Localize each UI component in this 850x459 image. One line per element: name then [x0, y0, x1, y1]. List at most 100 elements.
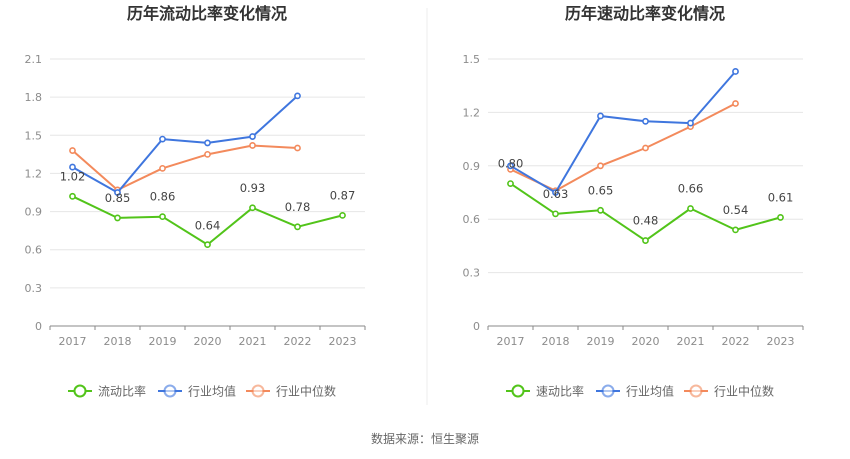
series-2-point	[249, 133, 256, 140]
x-tick-label: 2020	[194, 335, 222, 348]
chart-title: 历年流动比率变化情况	[127, 4, 287, 23]
legend-marker	[601, 384, 615, 398]
series-1-point	[552, 210, 559, 218]
y-tick-label: 1.5	[25, 129, 43, 142]
series-1-point	[507, 180, 514, 187]
data-label: 0.64	[195, 219, 221, 233]
legend-label: 行业均值	[626, 384, 674, 399]
series-line-3	[510, 102, 736, 192]
series-1-point	[294, 223, 301, 231]
legend-item-2[interactable]: 行业均值	[596, 384, 674, 399]
series-1-point	[69, 192, 76, 200]
series-1-point	[777, 214, 784, 221]
legend-marker	[163, 384, 177, 398]
legend-label: 行业中位数	[714, 384, 774, 399]
series-1-point	[114, 214, 121, 222]
legend-item-1[interactable]: 速动比率	[506, 384, 584, 399]
y-tick-label: 2.1	[25, 53, 43, 66]
x-tick-label: 2017	[497, 335, 525, 348]
y-tick-label: 0.6	[463, 213, 481, 226]
x-tick-label: 2019	[149, 335, 177, 348]
series-2-point	[552, 189, 559, 196]
y-tick-label: 0.3	[463, 267, 481, 280]
y-tick-label: 1.2	[25, 167, 43, 180]
x-tick-label: 2023	[767, 335, 795, 348]
x-tick-label: 2021	[239, 335, 267, 348]
data-label: 0.85	[105, 191, 131, 205]
legend-marker	[511, 384, 525, 398]
series-line-2	[509, 70, 737, 194]
series-1-point	[249, 204, 256, 212]
data-label: 0.48	[633, 214, 659, 228]
data-label: 0.80	[498, 157, 524, 171]
series-1-point	[597, 206, 604, 214]
y-tick-label: 1.2	[463, 106, 481, 119]
data-label: 1.02	[60, 169, 86, 183]
legend-label: 行业中位数	[276, 384, 336, 399]
series-3-point	[294, 144, 301, 152]
series-line-2	[72, 95, 299, 194]
series-1-point	[642, 237, 649, 244]
series-2-point	[507, 162, 514, 170]
data-label: 0.63	[543, 187, 569, 201]
legend-marker	[251, 384, 265, 398]
x-tick-label: 2022	[722, 335, 750, 348]
x-tick-label: 2017	[59, 335, 87, 348]
y-tick-label: 1.5	[463, 53, 481, 66]
y-tick-label: 0	[35, 320, 42, 333]
y-tick-label: 1.8	[25, 91, 43, 104]
series-2-point	[687, 119, 694, 127]
series-2-point	[597, 112, 604, 120]
legend-marker	[689, 384, 703, 398]
y-tick-label: 0.9	[25, 206, 43, 219]
data-label: 0.86	[150, 190, 176, 204]
series-3-point	[204, 150, 211, 158]
data-label: 0.66	[678, 182, 704, 196]
legend-label: 流动比率	[98, 384, 146, 399]
data-label: 0.93	[240, 181, 266, 195]
x-tick-label: 2020	[632, 335, 660, 348]
series-3-point	[642, 144, 649, 152]
series-1-point	[732, 226, 739, 234]
y-tick-label: 0	[473, 320, 480, 333]
chart-1: 历年流动比率变化情况 0 0.3 0.6 0.9 1.2 1.5 1.8 2.1 2017 2018…	[25, 4, 366, 399]
series-1-point	[159, 213, 166, 221]
y-tick-label: 0.6	[25, 244, 43, 257]
series-2-point	[204, 139, 211, 147]
x-tick-label: 2019	[587, 335, 615, 348]
data-label: 0.78	[285, 200, 311, 214]
series-3-point	[597, 162, 604, 170]
x-tick-label: 2018	[542, 335, 570, 348]
x-tick-label: 2023	[329, 335, 357, 348]
data-label: 0.61	[768, 190, 794, 204]
chart-2: 历年速动比率变化情况 0 0.3 0.6 0.9 1.2 1.5 2017 2018 2019 20…	[463, 4, 804, 399]
series-2-point	[642, 117, 649, 125]
series-2-point	[732, 68, 739, 75]
legend-item-3[interactable]: 行业中位数	[246, 384, 336, 399]
series-1-point	[339, 211, 346, 219]
series-3-point	[69, 147, 76, 154]
legend-label: 速动比率	[536, 384, 584, 399]
series-3-point	[159, 164, 166, 172]
legend-item-3[interactable]: 行业中位数	[684, 384, 774, 399]
series-2-point	[294, 92, 301, 100]
data-label: 0.65	[588, 183, 614, 197]
data-label: 0.54	[723, 203, 749, 217]
series-1-point	[204, 241, 211, 249]
series-2-point	[114, 189, 121, 196]
data-label: 0.87	[330, 188, 356, 202]
legend-label: 行业均值	[188, 384, 236, 399]
legend-marker	[73, 384, 87, 398]
series-2-point	[69, 163, 76, 171]
chart-title: 历年速动比率变化情况	[565, 4, 725, 23]
y-tick-label: 0.3	[25, 282, 43, 295]
series-1-point	[687, 205, 694, 212]
legend-item-1[interactable]: 流动比率	[68, 384, 146, 399]
x-tick-label: 2022	[284, 335, 312, 348]
series-2-point	[159, 135, 166, 143]
series-3-point	[249, 142, 256, 149]
legend-item-2[interactable]: 行业均值	[158, 384, 236, 399]
y-tick-label: 0.9	[463, 160, 481, 173]
series-line-3	[71, 144, 298, 191]
